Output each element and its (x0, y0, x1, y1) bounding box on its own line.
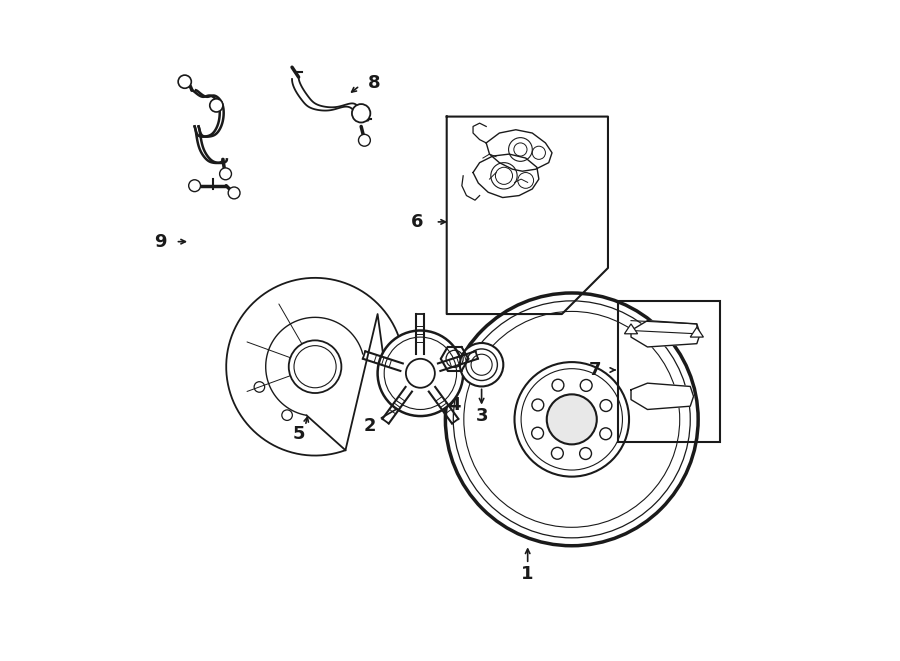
Circle shape (358, 134, 371, 146)
Circle shape (220, 168, 231, 180)
Text: 2: 2 (364, 417, 376, 435)
Polygon shape (473, 154, 539, 198)
Circle shape (460, 343, 503, 387)
Text: 8: 8 (368, 74, 381, 92)
Circle shape (210, 98, 223, 112)
Polygon shape (625, 324, 637, 334)
Text: 6: 6 (411, 213, 424, 231)
Circle shape (178, 75, 192, 89)
Polygon shape (486, 130, 552, 171)
Polygon shape (446, 116, 608, 314)
Text: 9: 9 (155, 233, 167, 251)
Text: 1: 1 (521, 565, 534, 583)
Circle shape (378, 330, 464, 416)
Circle shape (189, 180, 201, 192)
Text: 4: 4 (448, 396, 461, 414)
Polygon shape (631, 321, 700, 347)
Text: 7: 7 (589, 361, 601, 379)
Text: 5: 5 (292, 426, 305, 444)
Circle shape (289, 340, 341, 393)
Circle shape (547, 395, 597, 444)
Text: 3: 3 (475, 407, 488, 425)
Circle shape (406, 359, 435, 388)
Bar (617, 301, 720, 442)
Circle shape (229, 187, 240, 199)
Polygon shape (690, 327, 704, 337)
Circle shape (352, 104, 371, 122)
Polygon shape (631, 383, 694, 409)
